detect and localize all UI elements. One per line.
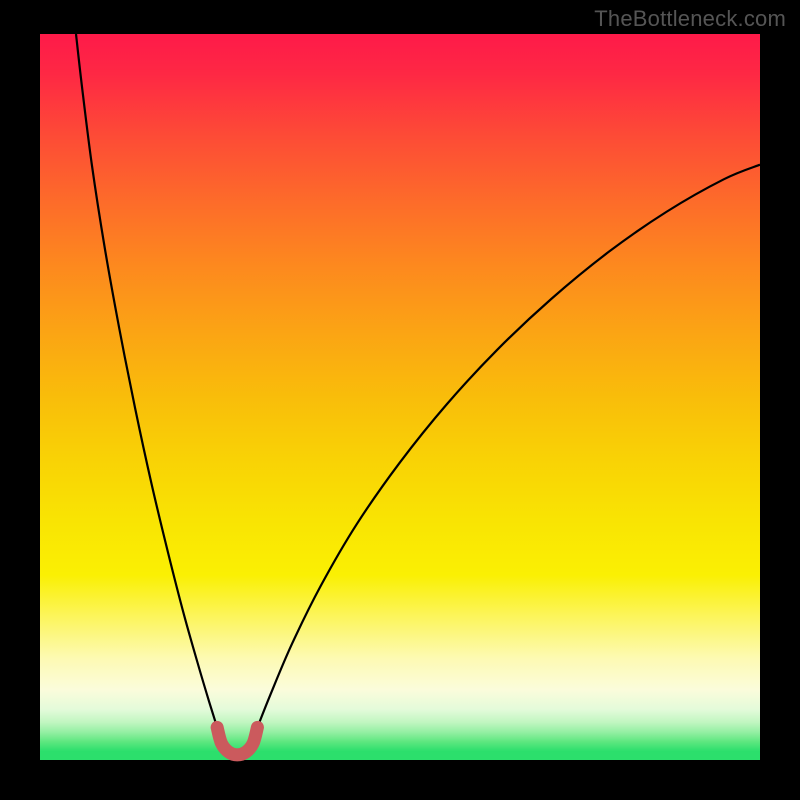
bottleneck-chart [0, 0, 800, 800]
watermark-text: TheBottleneck.com [594, 6, 786, 32]
plot-background [40, 34, 760, 760]
